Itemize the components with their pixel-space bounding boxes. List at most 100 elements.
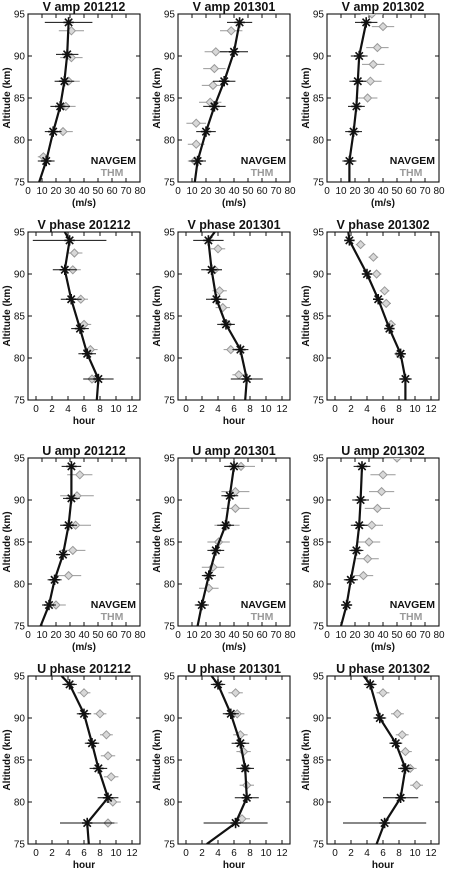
navgem-marker-stroke (64, 18, 73, 27)
x-tick-label: 10 (110, 848, 122, 859)
thm-point (191, 139, 201, 149)
navgem-point (82, 817, 93, 829)
y-axis-label: Altitude (km) (301, 729, 312, 790)
navgem-marker-stroke (65, 680, 74, 689)
y-tick-label: 95 (164, 10, 176, 21)
y-axis-label: Altitude (km) (152, 67, 163, 128)
y-tick-label: 80 (164, 798, 176, 809)
y-tick-label: 90 (164, 52, 176, 63)
y-tick-label: 90 (164, 270, 176, 281)
thm-point (364, 537, 374, 547)
navgem-point (200, 126, 212, 137)
thm-point (372, 503, 383, 514)
y-tick-label: 80 (313, 798, 325, 809)
y-tick-label: 95 (14, 454, 26, 465)
x-tick-label: 4 (65, 848, 71, 859)
thm-point (191, 118, 201, 128)
y-tick-label: 95 (313, 672, 325, 683)
navgem-marker-stroke (229, 47, 239, 57)
navgem-point (395, 792, 406, 803)
thm-point (379, 286, 390, 296)
navgem-marker-stroke (82, 818, 92, 828)
x-tick-label: 0 (33, 404, 39, 415)
thm-point (234, 370, 244, 380)
x-tick-label: 0 (25, 630, 31, 641)
x-tick-label: 12 (276, 404, 288, 415)
x-tick-label: 10 (186, 630, 198, 641)
y-tick-label: 80 (313, 580, 325, 591)
x-tick-label: 80 (284, 186, 296, 197)
y-axis-label: Altitude (km) (2, 285, 13, 346)
x-tick-label: 80 (433, 630, 445, 641)
x-tick-label: 8 (247, 848, 253, 859)
navgem-point (241, 373, 252, 385)
navgem-marker-stroke (375, 713, 385, 723)
x-tick-label: 2 (49, 404, 55, 415)
navgem-point (49, 574, 60, 585)
navgem-marker-stroke (349, 127, 358, 136)
y-tick-label: 85 (164, 312, 176, 323)
y-tick-label: 90 (164, 496, 176, 507)
panel-title: V phase 201301 (187, 218, 280, 232)
y-axis-label: Altitude (km) (152, 511, 163, 572)
thm-point (68, 545, 78, 556)
x-tick-label: 0 (324, 186, 330, 197)
navgem-marker-stroke (236, 738, 245, 748)
panel-data (343, 676, 427, 844)
y-tick-label: 85 (313, 312, 325, 323)
panel-frame (326, 675, 440, 845)
y-tick-label: 85 (313, 538, 325, 549)
navgem-marker-stroke (60, 76, 69, 86)
navgem-marker-stroke (213, 680, 223, 689)
thm-point (208, 80, 218, 91)
thm-point (397, 730, 407, 740)
navgem-marker-stroke (219, 76, 229, 86)
thm-point (381, 298, 391, 309)
panel-title: U phase 201302 (336, 662, 430, 676)
y-axis-label: Altitude (km) (2, 67, 13, 128)
y-axis-label: Altitude (km) (301, 67, 312, 128)
navgem-point (55, 101, 66, 112)
navgem-point (348, 126, 359, 137)
x-tick-label: 80 (433, 186, 445, 197)
navgem-point (361, 17, 372, 28)
y-tick-label: 95 (313, 454, 325, 465)
x-tick-label: 50 (242, 186, 254, 197)
y-tick-label: 80 (14, 580, 26, 591)
navgem-marker-stroke (242, 793, 252, 803)
navgem-marker-stroke (352, 546, 361, 555)
x-tick-label: 8 (97, 848, 103, 859)
legend-navgem: NAVGEM (91, 155, 137, 167)
legend-navgem: NAVGEM (91, 599, 137, 611)
thm-point (362, 93, 373, 103)
navgem-point (356, 461, 368, 472)
navgem-point (48, 126, 59, 137)
x-tick-label: 50 (391, 186, 403, 197)
panel-up02: U phase 201302 75 80 85 90 95 0 2 4 6 8 10 12 hour Alt… (301, 662, 440, 871)
y-axis-label: Altitude (km) (152, 285, 163, 346)
navgem-marker-stroke (396, 349, 405, 359)
x-tick-label: 0 (183, 404, 189, 415)
y-tick-label: 75 (14, 622, 26, 633)
x-tick-label: 12 (425, 404, 437, 415)
navgem-marker-stroke (75, 324, 85, 333)
thm-point (211, 47, 221, 57)
thm-point (378, 470, 388, 480)
x-tick-label: 20 (200, 186, 212, 197)
panel-title: U amp 201301 (192, 444, 275, 458)
x-tick-label: 2 (49, 848, 55, 859)
panel-data (32, 232, 114, 400)
navgem-marker-stroke (235, 18, 244, 27)
y-tick-label: 95 (14, 10, 26, 21)
navgem-marker-stroke (212, 294, 221, 304)
y-tick-label: 85 (14, 756, 26, 767)
y-tick-label: 95 (164, 672, 176, 683)
x-tick-label: 80 (284, 630, 296, 641)
navgem-marker-stroke (391, 738, 401, 748)
navgem-marker-stroke (64, 520, 73, 530)
x-tick-label: 4 (364, 848, 370, 859)
